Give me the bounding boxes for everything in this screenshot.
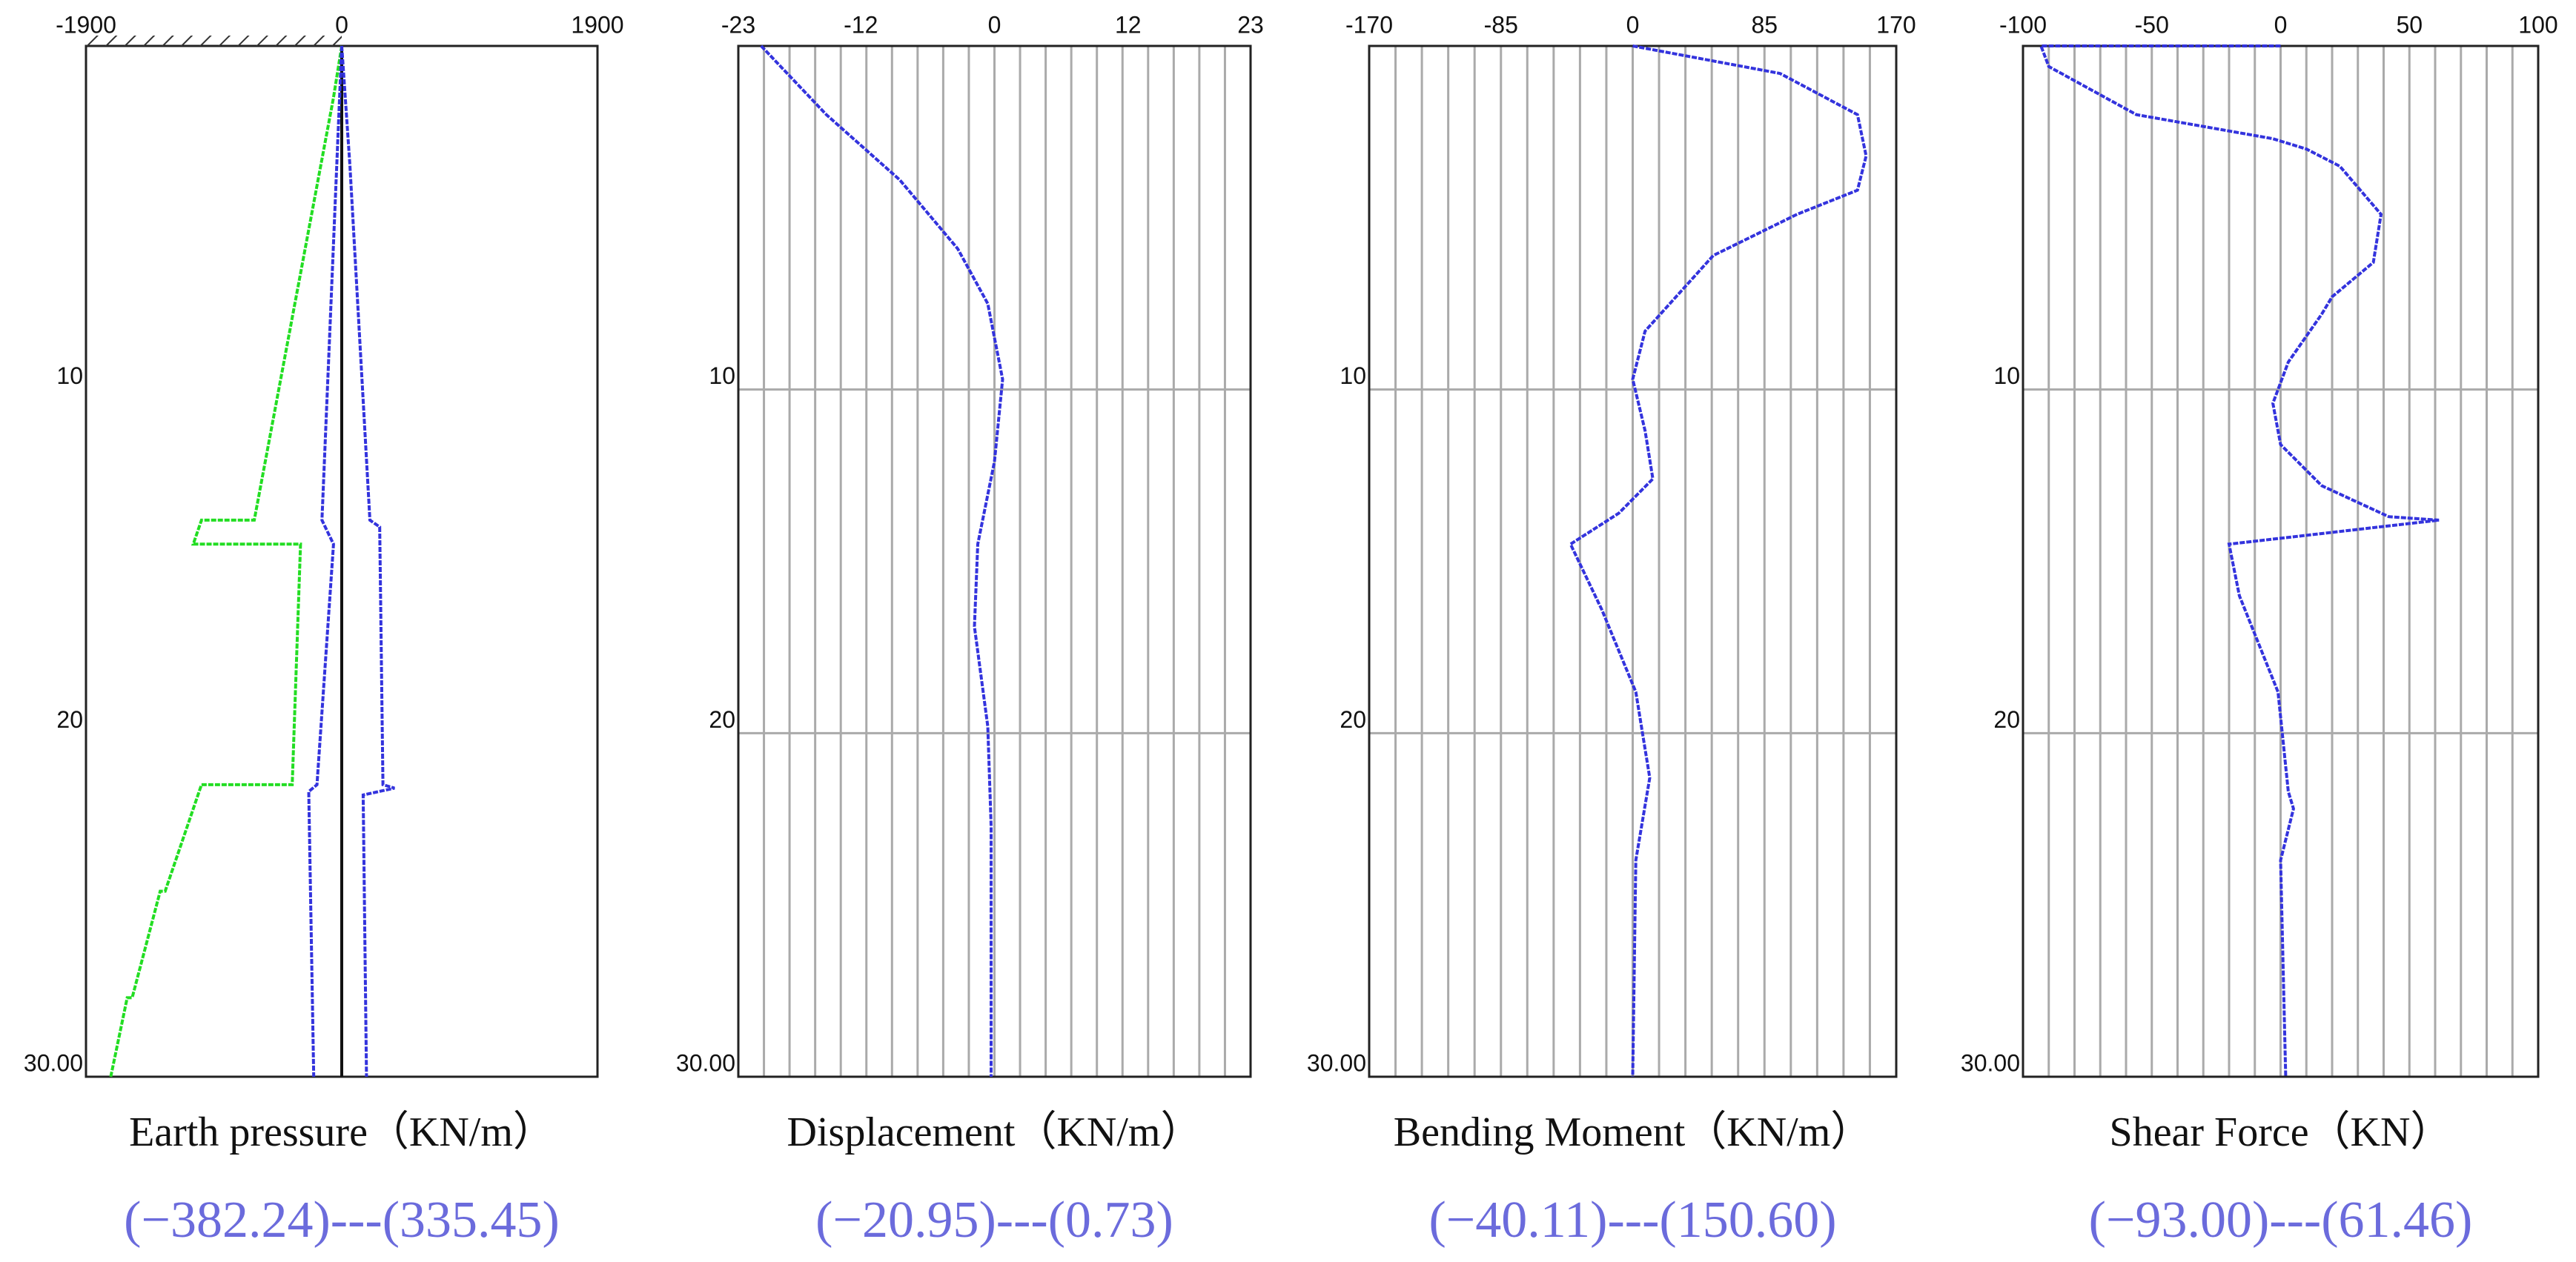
caption: Shear Force（KN） (2110, 1109, 2452, 1155)
data-line (760, 44, 1004, 1077)
x-tick-label: -100 (1999, 11, 2047, 38)
x-tick-label: 12 (1115, 11, 1142, 38)
x-tick-label: 50 (2396, 11, 2423, 38)
y-tick-label: 10 (1993, 362, 2020, 389)
x-tick-label: 0 (2274, 11, 2288, 38)
data-line (109, 45, 343, 1077)
x-tick-label: -85 (1484, 11, 1518, 38)
range: (−20.95)---(0.73) (815, 1192, 1173, 1249)
y-tick-label: 30.00 (676, 1049, 735, 1076)
y-tick-label: 10 (56, 362, 83, 389)
x-tick-label: 0 (1626, 11, 1640, 38)
caption: Bending Moment（KN/m） (1394, 1109, 1873, 1155)
caption: Earth pressure（KN/m） (129, 1109, 554, 1155)
x-tick-label: 1900 (571, 11, 623, 38)
x-tick-label: -23 (721, 11, 755, 38)
x-tick-label: 85 (1751, 11, 1778, 38)
x-tick-label: 23 (1237, 11, 1264, 38)
x-tick-label: 0 (988, 11, 1001, 38)
y-tick-label: 20 (56, 706, 83, 733)
x-tick-label: 170 (1876, 11, 1916, 38)
x-tick-label: -12 (844, 11, 878, 38)
data-line (307, 45, 343, 1077)
range: (−382.24)---(335.45) (124, 1192, 560, 1249)
data-line (340, 45, 395, 1077)
data-line (1569, 44, 1868, 1077)
y-tick-label: 30.00 (1307, 1049, 1366, 1076)
y-tick-label: 10 (709, 362, 735, 389)
x-tick-label: 100 (2518, 11, 2557, 38)
y-tick-label: 30.00 (24, 1049, 83, 1076)
x-tick-label: 0 (335, 11, 348, 38)
data-line (2039, 44, 2440, 1077)
y-tick-label: 10 (1340, 362, 1366, 389)
y-tick-label: 20 (709, 706, 735, 733)
x-tick-label: -50 (2135, 11, 2169, 38)
y-tick-label: 20 (1340, 706, 1366, 733)
y-tick-label: 20 (1993, 706, 2020, 733)
caption: Displacement（KN/m） (787, 1109, 1202, 1155)
range: (−40.11)---(150.60) (1428, 1192, 1836, 1249)
x-tick-label: -170 (1345, 11, 1393, 38)
plot-frame (737, 44, 1252, 1078)
y-tick-label: 30.00 (1961, 1049, 2020, 1076)
range: (−93.00)---(61.46) (2089, 1192, 2473, 1249)
x-tick-label: -1900 (56, 11, 116, 38)
ground-hatch (86, 36, 342, 46)
